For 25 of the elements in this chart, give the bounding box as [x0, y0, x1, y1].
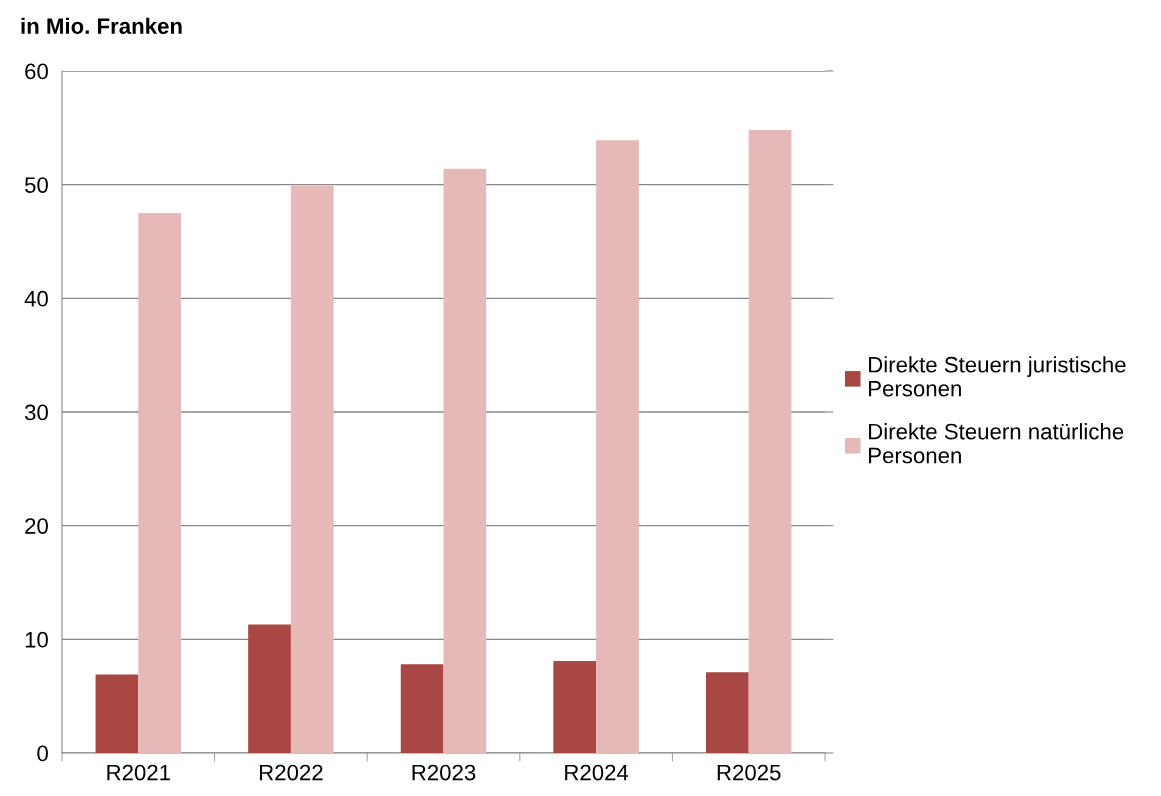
bar — [553, 660, 597, 753]
y-tick-label: 50 — [24, 177, 48, 193]
y-tick-label: 0 — [37, 745, 48, 762]
bar — [443, 168, 487, 753]
bar — [290, 185, 334, 753]
x-tick-label: R2025 — [717, 764, 781, 781]
y-tick-label: 10 — [25, 631, 48, 648]
y-axis-title: in Mio. Franken — [21, 17, 182, 34]
x-tick-label: R2023 — [412, 764, 476, 781]
legend-label: Direkte Steuern natürliche Personen — [869, 423, 1124, 464]
bar — [748, 130, 792, 753]
x-tick-label: R2022 — [259, 764, 323, 781]
bar — [248, 624, 291, 753]
y-tick-label: 20 — [25, 518, 48, 534]
y-tick-label: 40 — [24, 290, 48, 307]
y-tick-label: 60 — [25, 63, 48, 80]
bar — [705, 672, 749, 753]
legend-label: Direkte Steuern juristische Personen — [869, 356, 1126, 397]
x-tick-label: R2021 — [107, 764, 170, 781]
bar — [138, 213, 182, 753]
bar — [400, 664, 444, 753]
bar — [596, 140, 639, 753]
bar — [95, 674, 139, 753]
y-tick-label: 30 — [24, 404, 48, 421]
x-tick-label: R2024 — [565, 764, 629, 781]
